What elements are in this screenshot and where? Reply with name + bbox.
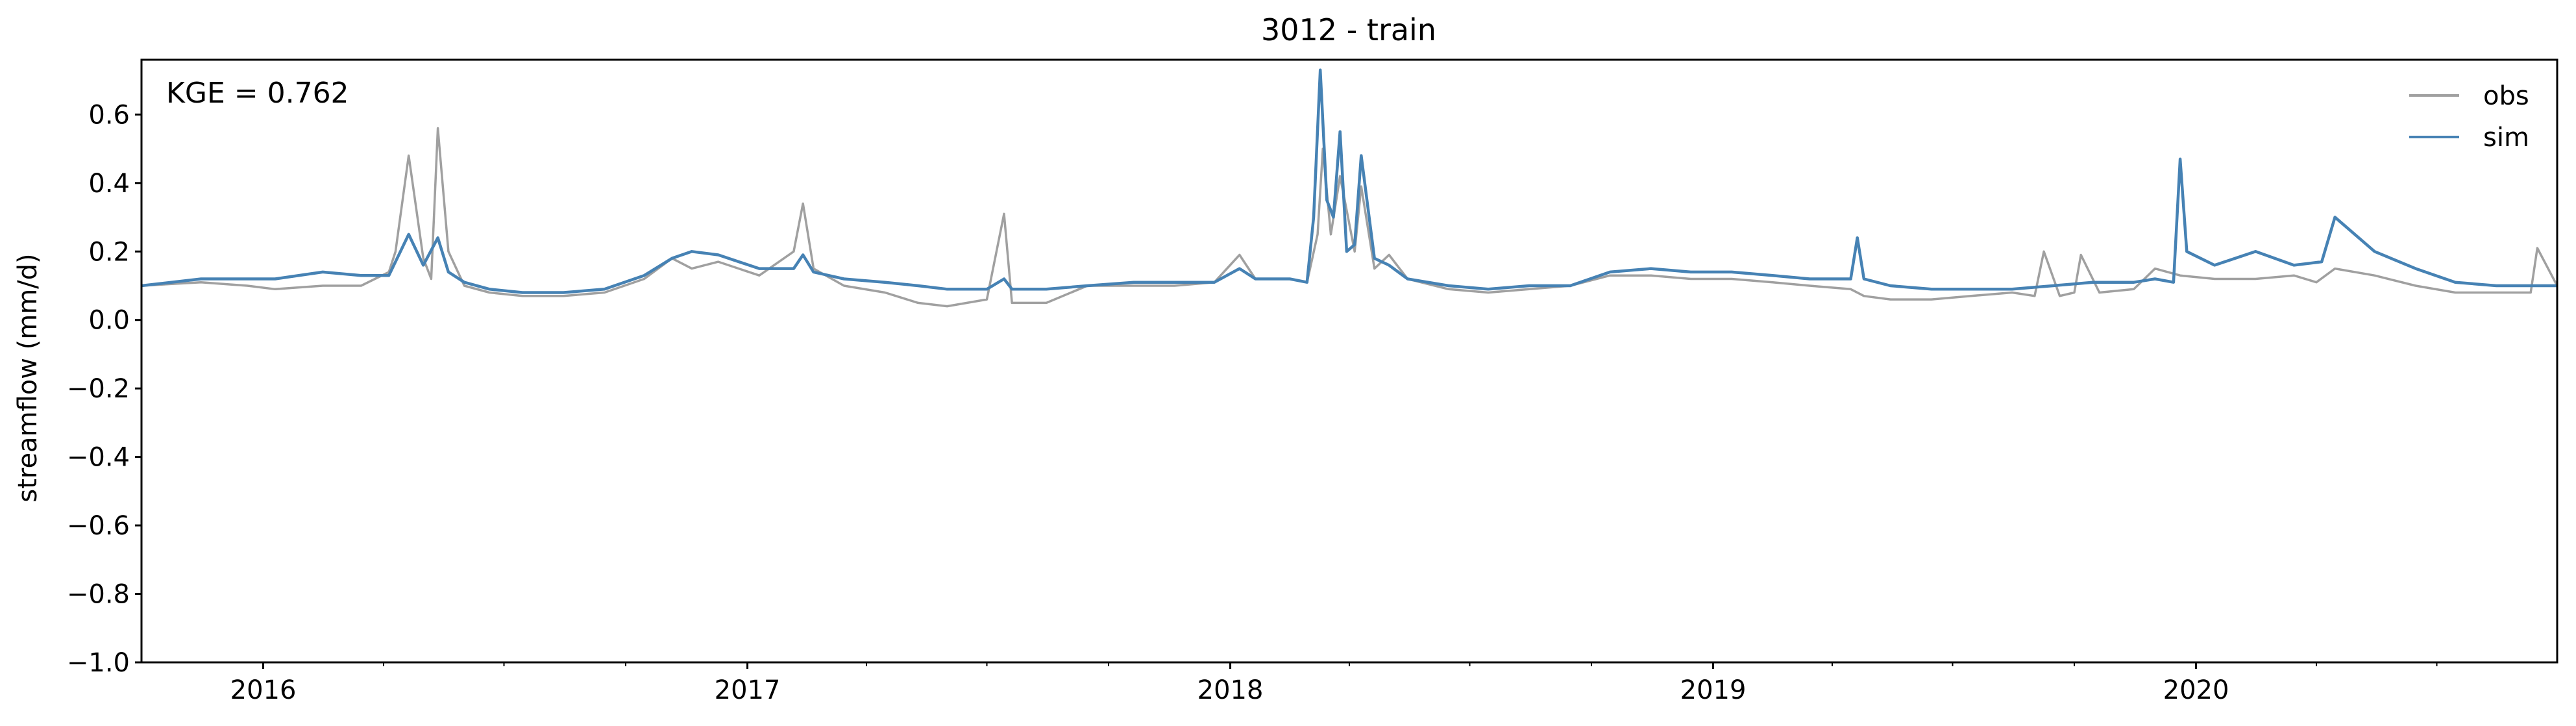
y-axis-label: streamflow (mm/d) bbox=[13, 253, 43, 502]
x-tick-label: 2020 bbox=[2163, 675, 2229, 705]
y-tick-label: 0.2 bbox=[88, 237, 130, 267]
y-tick-label: −0.4 bbox=[67, 443, 130, 473]
y-tick-label: −0.2 bbox=[67, 374, 130, 404]
y-tick-label: 0.4 bbox=[88, 169, 130, 199]
x-tick-label: 2018 bbox=[1197, 675, 1264, 705]
y-tick-label: −1.0 bbox=[67, 648, 130, 678]
y-tick-label: −0.8 bbox=[67, 580, 130, 610]
y-tick-label: −0.6 bbox=[67, 511, 130, 541]
y-tick-label: 0.0 bbox=[88, 306, 130, 336]
x-tick-label: 2019 bbox=[1680, 675, 1747, 705]
x-tick-label: 2017 bbox=[715, 675, 781, 705]
legend-obs-label: obs bbox=[2483, 81, 2529, 111]
kge-annotation: KGE = 0.762 bbox=[166, 77, 349, 110]
y-tick-label: 0.6 bbox=[88, 100, 130, 130]
chart-title: 3012 - train bbox=[1261, 12, 1436, 47]
x-tick-label: 2016 bbox=[230, 675, 297, 705]
legend-sim-label: sim bbox=[2483, 123, 2529, 153]
